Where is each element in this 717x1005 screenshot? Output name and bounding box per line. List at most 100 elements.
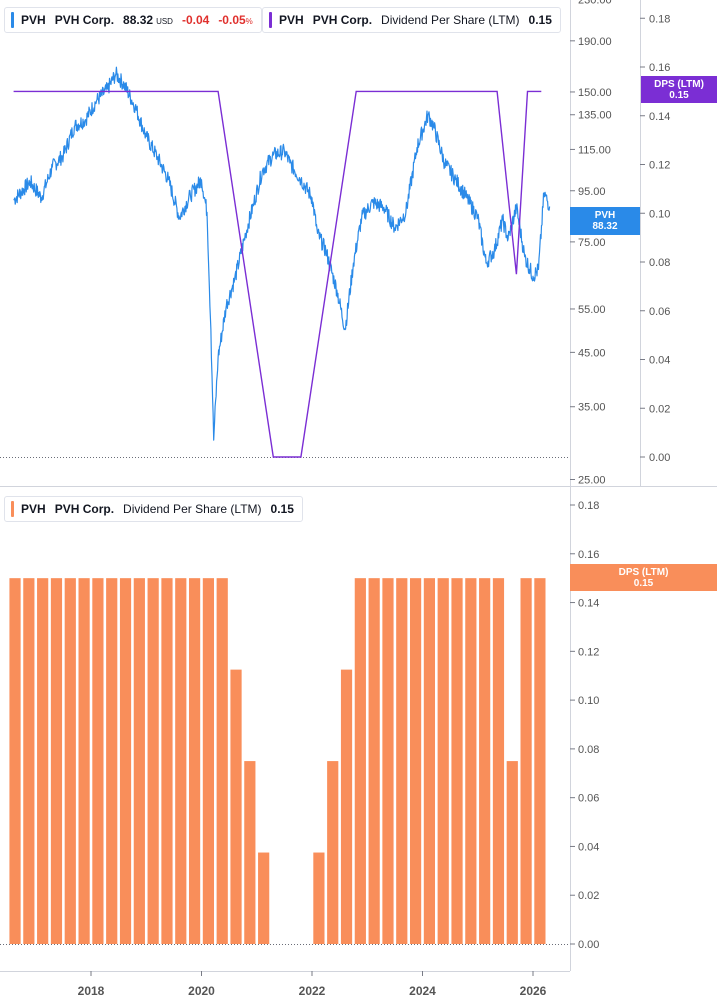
price-axis-tick-label: 55.00 [578, 304, 606, 316]
dps-top-legend-value: 0.15 [528, 13, 552, 27]
price-axis-tick-label: 75.00 [578, 237, 606, 249]
dps-bar [175, 578, 187, 944]
x-axis-tick-label: 2022 [299, 984, 326, 998]
lines-layer [13, 66, 551, 458]
dps-bar [216, 578, 228, 944]
dps-top-axis-tick-label: 0.14 [649, 111, 670, 123]
dps-bottom-legend-ticker: PVH [21, 502, 46, 516]
price-axis-tick-label: 35.00 [578, 402, 606, 414]
dps-top-axis-tick-label: 0.10 [649, 208, 670, 220]
dps-bar [340, 669, 353, 944]
dps-top-axis-tick-label: 0.08 [649, 257, 670, 269]
dps-bottom-axis-tick-label: 0.14 [578, 598, 599, 610]
dps-top-axis-tag: DPS (LTM) 0.15 [641, 76, 717, 103]
dps-bar [133, 578, 145, 944]
dps-bar [78, 578, 90, 944]
price-axis-tick-label: 135.00 [578, 110, 612, 122]
price-axis-tick-label: 25.00 [578, 475, 606, 487]
dps-ltm-line [13, 90, 542, 458]
dps-bar [23, 578, 35, 944]
price-legend[interactable]: PVH PVH Corp. 88.32 USD -0.04 -0.05% [4, 7, 262, 33]
price-axis-tick-label: 230.00 [578, 0, 612, 6]
dps-bottom-legend[interactable]: PVH PVH Corp. Dividend Per Share (LTM) 0… [4, 496, 303, 522]
x-axis-tick-label: 2024 [409, 984, 436, 998]
price-axis-tag: PVH 88.32 [570, 207, 640, 235]
price-axis-tick-label: 45.00 [578, 347, 606, 359]
dps-bar [258, 852, 270, 944]
dps-bottom-axis-tick-label: 0.16 [578, 549, 599, 561]
dps-top-tag-value: 0.15 [669, 89, 689, 101]
dps-bar [451, 578, 463, 944]
dps-bar [147, 578, 159, 944]
dps-bottom-axis-tag: DPS (LTM) 0.15 [570, 564, 717, 591]
dps-top-legend-company: PVH Corp. [312, 13, 373, 27]
dps-bar [64, 578, 76, 944]
dps-bar [396, 578, 408, 944]
x-axis-tick-label: 2026 [520, 984, 547, 998]
dps-bottom-axis-tick-label: 0.08 [578, 744, 599, 756]
dps-bottom-legend-company: PVH Corp. [54, 502, 115, 516]
dps-bar [423, 578, 436, 944]
dps-bar [506, 761, 518, 944]
price-legend-change: -0.04 [181, 13, 210, 27]
dps-bar [37, 578, 49, 944]
x-axis-tick-label: 2020 [188, 984, 215, 998]
dps-bottom-tag-label: DPS (LTM) [618, 566, 669, 578]
dps-bottom-tag-value: 0.15 [633, 577, 654, 589]
price-legend-ticker: PVH [21, 13, 46, 27]
dps-bar [520, 578, 532, 944]
dps-bottom-axis-tick-label: 0.04 [578, 841, 599, 853]
dps-bottom-axis-tick-label: 0.00 [578, 939, 599, 951]
dps-top-axis-tick-label: 0.00 [649, 452, 670, 464]
dps-bar [9, 578, 21, 944]
dps-bottom-axis-tick-label: 0.12 [578, 646, 599, 658]
price-tag-value: 88.32 [592, 221, 618, 232]
x-axis-tick-label: 2018 [78, 984, 105, 998]
dps-bar [161, 578, 173, 944]
dps-top-legend[interactable]: PVH PVH Corp. Dividend Per Share (LTM) 0… [262, 7, 561, 33]
dps-bars-layer [9, 578, 546, 944]
dps-bar [106, 578, 118, 944]
dps-bar [492, 578, 505, 944]
dps-top-axis-tick-label: 0.12 [649, 160, 670, 172]
dps-bar [465, 578, 477, 944]
price-axis-tick-label: 115.00 [578, 144, 611, 156]
dps-bar [188, 578, 201, 944]
dps-bar [354, 578, 366, 944]
dps-bar [313, 852, 325, 944]
price-axis-tick-label: 150.00 [578, 87, 612, 99]
dps-top-tag-label: DPS (LTM) [654, 78, 704, 90]
price-tag-ticker: PVH [594, 210, 616, 221]
price-legend-pct-sign: % [245, 17, 253, 26]
dps-bottom-legend-metric: Dividend Per Share (LTM) [123, 502, 262, 516]
dps-top-legend-swatch [269, 12, 272, 28]
dps-bar [119, 578, 132, 944]
price-legend-swatch [11, 12, 14, 28]
dps-top-axis-tick-label: 0.04 [649, 355, 670, 367]
price-legend-price: 88.32 [123, 13, 154, 27]
dps-bottom-axis-tick-label: 0.02 [578, 890, 599, 902]
price-legend-currency: USD [156, 17, 173, 26]
dps-bar [327, 761, 339, 944]
price-legend-change-pct: -0.05 [218, 13, 246, 27]
pvh-price-line [13, 66, 551, 441]
dps-bottom-axis-tick-label: 0.06 [578, 793, 599, 805]
dps-bar [479, 578, 491, 944]
dps-bar [202, 578, 215, 944]
tick-labels-layer: 230.00 190.00 150.00 135.00 115.00 95.00 75.00… [78, 0, 671, 998]
dps-top-axis-tick-label: 0.06 [649, 306, 670, 318]
dps-bar [50, 578, 63, 944]
dps-bar [230, 669, 242, 944]
dps-top-legend-ticker: PVH [279, 13, 304, 27]
dps-bar [409, 578, 422, 944]
dps-bar [92, 578, 104, 944]
dps-bar [244, 761, 256, 944]
dps-bottom-axis-tick-label: 0.18 [578, 500, 599, 512]
dps-bar [382, 578, 394, 944]
dps-bar [368, 578, 380, 944]
dps-top-axis-tick-label: 0.02 [649, 403, 670, 415]
dps-bar [534, 578, 546, 944]
price-legend-company: PVH Corp. [54, 13, 115, 27]
dps-top-axis-tick-label: 0.16 [649, 62, 670, 74]
